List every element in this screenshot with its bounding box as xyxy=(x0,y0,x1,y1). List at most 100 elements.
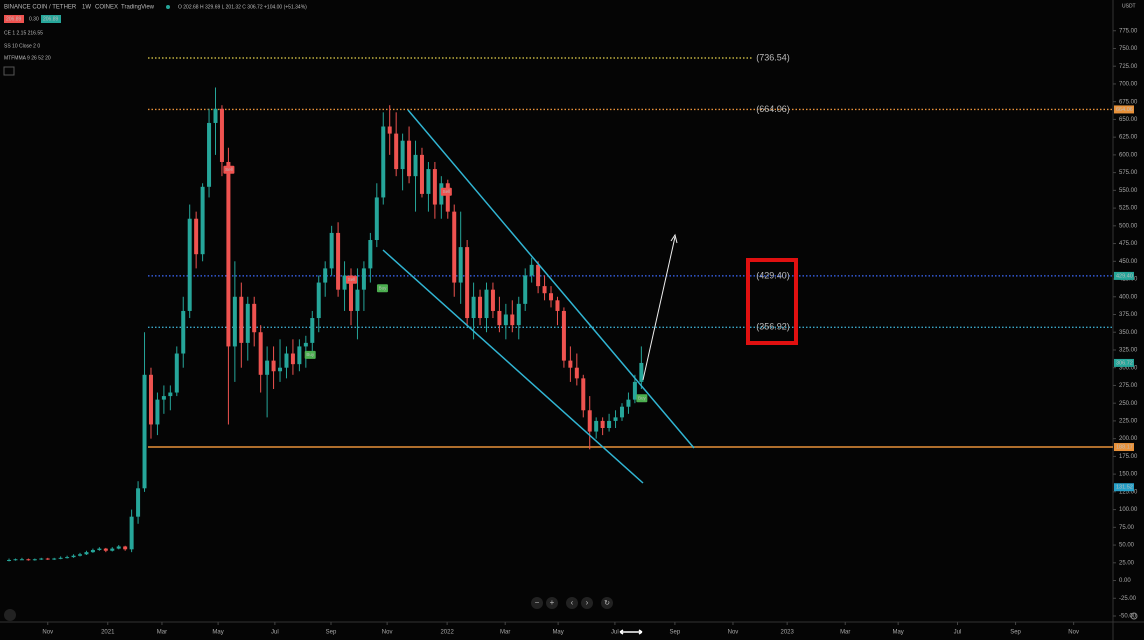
price-tag-label: 188.17 xyxy=(1116,444,1133,450)
candle-body xyxy=(226,161,231,347)
level-label: (664.06) xyxy=(756,104,790,114)
y-tick-label: -25.00 xyxy=(1119,596,1137,602)
x-tick-label: May xyxy=(892,630,903,636)
y-tick-label: 525.00 xyxy=(1119,206,1138,212)
candle-body xyxy=(213,108,218,123)
y-tick-label: 675.00 xyxy=(1119,99,1138,105)
candle-body xyxy=(445,183,450,212)
candle-body xyxy=(284,353,289,368)
y-tick-label: 375.00 xyxy=(1119,312,1138,318)
collapse-button[interactable] xyxy=(3,66,15,76)
scroll-left[interactable] xyxy=(566,597,578,609)
candle-body xyxy=(490,289,495,311)
candle-body xyxy=(478,296,483,319)
candle-body xyxy=(394,133,399,170)
candle-body xyxy=(465,247,470,319)
y-tick-label: 250.00 xyxy=(1119,401,1138,407)
price-box xyxy=(41,15,61,23)
candle-body xyxy=(600,420,605,429)
range-marker xyxy=(619,629,643,635)
candle-body xyxy=(484,289,489,319)
level-label: (429.40) xyxy=(756,270,790,280)
x-tick-label: Jul xyxy=(271,630,279,636)
scroll-right[interactable] xyxy=(581,597,593,609)
candle-body xyxy=(142,374,147,489)
y-tick-label: 700.00 xyxy=(1119,82,1138,88)
signal-badge xyxy=(304,350,316,359)
candle-body xyxy=(639,362,644,382)
candle-body xyxy=(129,516,134,550)
y-tick-label: 475.00 xyxy=(1119,241,1138,247)
indicator: CE 1 2.15 216.55 xyxy=(4,30,43,36)
y-tick-label: 625.00 xyxy=(1119,135,1138,141)
level-label: (356.92) xyxy=(756,322,790,332)
highlight-box xyxy=(746,258,798,345)
y-tick-label: 25.00 xyxy=(1119,560,1135,566)
candle-body xyxy=(594,420,599,432)
zoom-out[interactable] xyxy=(531,597,543,609)
indicator: SS 10 Close 2 0 xyxy=(4,43,40,49)
y-tick-label: 125.00 xyxy=(1119,489,1138,495)
y-tick-label: 550.00 xyxy=(1119,188,1138,194)
signal-label: Sell xyxy=(443,189,451,194)
candle-body xyxy=(232,296,237,347)
title: BINANCE COIN / TETHER xyxy=(4,5,77,11)
candle-body xyxy=(523,275,528,304)
x-tick-label: May xyxy=(552,630,563,636)
candle-body xyxy=(155,399,160,425)
zoom-in[interactable] xyxy=(546,597,558,609)
x-tick-label: Nov xyxy=(1068,630,1079,636)
candle-body xyxy=(123,546,128,550)
candle-body xyxy=(219,108,224,162)
candle-body xyxy=(65,557,70,559)
y-tick-label: -50.00 xyxy=(1119,614,1137,620)
y-tick-label: 0.00 xyxy=(1119,578,1131,584)
y-tick-label: 500.00 xyxy=(1119,223,1138,229)
candle-body xyxy=(613,417,618,421)
candle-body xyxy=(103,548,108,551)
candle-body xyxy=(39,558,44,560)
candle-body xyxy=(290,353,295,365)
y-tick-label: 300.00 xyxy=(1119,365,1138,371)
price-tag xyxy=(1114,105,1134,114)
signal-badge xyxy=(345,275,357,284)
y-tick-label: 75.00 xyxy=(1119,525,1135,531)
candle-body xyxy=(529,264,534,276)
reset-icon: ↻ xyxy=(604,600,610,607)
candle-body xyxy=(161,396,166,400)
y-tick-label: 100.00 xyxy=(1119,507,1138,513)
candle-body xyxy=(323,268,328,283)
price-tag xyxy=(1114,483,1134,492)
status-dot xyxy=(166,5,170,9)
candle-body xyxy=(97,548,102,551)
candle-body xyxy=(239,296,244,343)
candle-body xyxy=(342,275,347,290)
candle-body xyxy=(374,197,379,241)
candle-body xyxy=(258,332,263,375)
x-tick-label: Sep xyxy=(326,630,337,636)
y-tick-label: 450.00 xyxy=(1119,259,1138,265)
x-tick-label: Sep xyxy=(1010,630,1021,636)
reset[interactable] xyxy=(601,597,613,609)
candle-body xyxy=(503,314,508,326)
y-tick-label: 575.00 xyxy=(1119,170,1138,176)
indicator: MTFMMA 9 26 52 20 xyxy=(4,55,51,61)
candle-body xyxy=(252,303,257,333)
candle-body xyxy=(516,303,521,326)
y-tick-label: 50.00 xyxy=(1119,543,1135,549)
y-tick-label: 750.00 xyxy=(1119,46,1138,52)
x-tick-label: Jul xyxy=(611,630,619,636)
candle-body xyxy=(458,247,463,283)
signal-label: Buy xyxy=(379,285,388,290)
candle-body xyxy=(110,548,115,551)
candle-body xyxy=(84,552,89,555)
x-tick-label: Sep xyxy=(670,630,681,636)
candle-body xyxy=(381,126,386,198)
y-tick-label: 275.00 xyxy=(1119,383,1138,389)
candle-body xyxy=(626,399,631,407)
candle-body xyxy=(432,169,437,205)
interval: 1W xyxy=(82,5,91,11)
exchange: COINEX xyxy=(95,5,118,11)
settings[interactable] xyxy=(1130,612,1138,620)
